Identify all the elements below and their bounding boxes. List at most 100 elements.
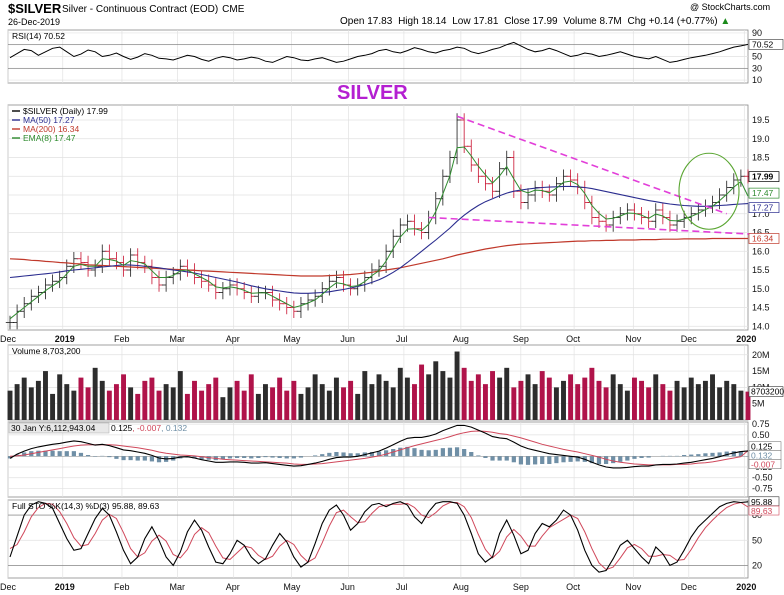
volume-bar: [170, 387, 176, 420]
macd-tag-label: -0.007: [751, 460, 775, 470]
macd-hist-bar: [490, 456, 495, 461]
volume-bar: [163, 384, 169, 420]
volume-bar: [575, 384, 581, 420]
macd-overlay-label: 30 Jan Y:6,112,943.04: [11, 423, 96, 433]
volume-bar: [341, 387, 346, 420]
price-xtick-label: Apr: [226, 334, 240, 344]
volume-bar: [333, 377, 339, 420]
volume-bar: [71, 390, 77, 420]
sto-title: Full STO %K(14,3) %D(3) 95.88, 89.63: [12, 501, 160, 511]
macd-hist-bar: [540, 456, 545, 464]
volume-bar: [390, 387, 396, 420]
macd-hist-bar: [341, 452, 346, 457]
low-label: Low: [452, 16, 471, 27]
macd-hist-bar: [107, 456, 112, 458]
macd-hist-bar: [433, 449, 438, 457]
volume-bar: [702, 380, 708, 420]
chg-label: Chg: [628, 16, 646, 27]
macd-hist-bar: [724, 451, 729, 457]
price-xtick-label: Jun: [340, 334, 355, 344]
macd-hist-bar: [256, 456, 261, 458]
sto-xtick-label: Aug: [453, 582, 469, 592]
ohlc-summary: Open 17.83 High 18.14 Low 17.81 Close 17…: [340, 16, 730, 27]
volume-bar: [85, 387, 91, 420]
price-tag: [748, 187, 780, 199]
volume-bar: [348, 380, 354, 420]
price-xtick-label: 2020: [736, 334, 756, 344]
macd-hist-bar: [682, 455, 687, 457]
macd-tag-label: 0.132: [751, 451, 773, 461]
volume-bar: [561, 380, 566, 420]
macd-tag-label: 0.125: [751, 442, 773, 452]
volume-bar: [490, 371, 495, 420]
macd-hist-bar: [504, 456, 509, 461]
volume-bar: [64, 384, 70, 420]
close-label: Close: [504, 16, 530, 27]
macd-hist-bar: [717, 452, 722, 457]
price-xtick-label: Dec: [681, 334, 698, 344]
volume-bar: [433, 361, 439, 420]
sto-xtick-label: Jul: [396, 582, 408, 592]
volume-bar: [35, 380, 41, 420]
rsi-ytick-label: 10: [752, 75, 762, 85]
macd-hist-bar: [440, 448, 445, 457]
volume-bar: [177, 371, 183, 420]
price-ytick-label: 19.5: [752, 115, 770, 125]
volume-bar: [99, 380, 105, 420]
macd-hist-bar: [525, 456, 531, 465]
macd-hist-bar: [135, 456, 140, 461]
macd-hist-bar: [639, 456, 644, 458]
macd-hist-bar: [703, 453, 708, 457]
volume-bar: [589, 367, 595, 420]
volume-bar: [525, 374, 531, 420]
volume-bar: [213, 377, 219, 420]
rsi-line: [9, 41, 749, 63]
volume-bar: [263, 384, 268, 420]
volume-bar: [291, 380, 297, 420]
price-ytick-label: 15.0: [752, 284, 770, 294]
volume-bar: [43, 371, 48, 420]
macd-hist-bar: [497, 456, 502, 461]
price-tag-label: 16.34: [752, 234, 774, 244]
macd-hist-bar: [696, 454, 701, 457]
macd-ytick-label: -0.75: [752, 483, 773, 493]
volume-bar: [135, 393, 141, 420]
macd-hist-bar: [412, 448, 417, 457]
macd-hist-bar: [419, 449, 424, 457]
volume-bar: [695, 384, 701, 420]
legend-entry: $SILVER (Daily) 17.99: [23, 106, 108, 116]
volume-bar: [482, 384, 488, 420]
sto-ytick-label: 20: [752, 560, 762, 570]
volume-last-value: 8703200: [751, 387, 784, 397]
volume-bar: [383, 380, 389, 420]
price-tag: [748, 233, 780, 244]
macd-hist-bar: [568, 456, 573, 462]
volume-bar: [440, 371, 446, 420]
volume-bar: [369, 384, 375, 420]
volume-bar: [568, 374, 574, 420]
rsi-last-value: 70.52: [752, 39, 774, 49]
volume-bar: [234, 380, 240, 420]
volume-bar: [227, 387, 233, 420]
macd-ytick-label: 0.75: [752, 419, 770, 429]
volume-bar: [639, 380, 645, 420]
macd-hist-bar: [483, 456, 488, 458]
volume-bar: [113, 384, 119, 420]
price-xtick-label: Dec: [0, 334, 17, 344]
macd-hist-bar: [85, 455, 91, 457]
macd-hist-bar: [533, 456, 538, 465]
price-xtick-label: Feb: [114, 334, 130, 344]
macd-hist-bar: [426, 450, 431, 457]
high-label: High: [398, 16, 419, 27]
macd-hist-bar: [738, 451, 744, 457]
volume-bar: [738, 390, 744, 420]
macd-hist-bar: [596, 456, 602, 464]
macd-hist-bar: [561, 456, 566, 463]
macd-hist-bar: [625, 456, 630, 461]
macd-hist-bar: [242, 456, 247, 458]
price-xtick-label: Aug: [453, 334, 469, 344]
macd-panel-frame: [7, 421, 749, 498]
volume-title: Volume 8,703,200: [12, 346, 81, 356]
